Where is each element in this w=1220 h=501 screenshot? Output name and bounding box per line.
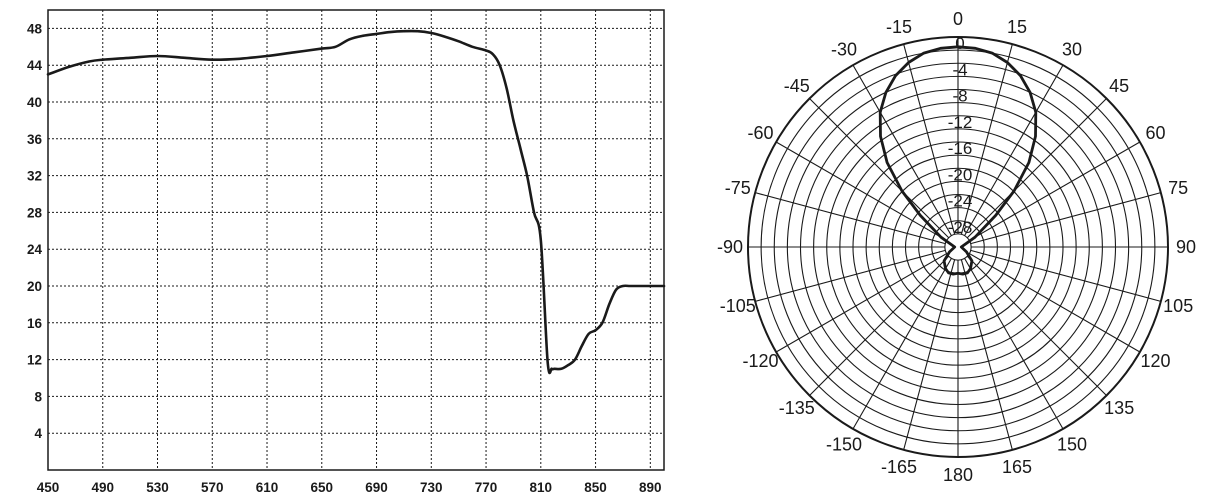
x-tick-label: 850 <box>584 480 607 495</box>
polar-ring-label: -8 <box>952 87 967 106</box>
y-tick-label: 4 <box>34 426 42 441</box>
x-tick-label: 770 <box>475 480 498 495</box>
polar-ring-label: -20 <box>948 165 973 184</box>
x-tick-label: 690 <box>365 480 388 495</box>
polar-angle-label: -165 <box>881 457 917 477</box>
y-tick-label: 44 <box>27 58 43 73</box>
polar-ring-label: -16 <box>948 139 973 158</box>
x-tick-label: 730 <box>420 480 443 495</box>
polar-ring-label: 0 <box>955 34 964 53</box>
x-tick-label: 450 <box>37 480 60 495</box>
polar-angle-label: 15 <box>1007 17 1027 37</box>
polar-angle-label: -45 <box>784 76 810 96</box>
polar-angle-label: 180 <box>943 465 973 485</box>
polar-angle-label: 90 <box>1176 237 1196 257</box>
polar-spoke <box>755 192 946 245</box>
y-tick-label: 24 <box>27 242 43 257</box>
polar-spoke <box>970 192 1161 245</box>
polar-angle-label: -105 <box>720 296 756 316</box>
polar-angle-labels: 0 153045607590105120135150165180-165-150-… <box>717 9 1196 485</box>
y-tick-label: 12 <box>27 353 42 368</box>
polar-angle-label: -30 <box>831 40 857 60</box>
y-tick-label: 32 <box>27 169 42 184</box>
polar-ring-label: -28 <box>948 218 973 237</box>
line-chart-x-ticks: 450 490 530 570 610 650 690 730 770 810 850 890 <box>37 480 662 495</box>
polar-angle-label: -90 <box>717 237 743 257</box>
polar-ring <box>944 233 972 261</box>
polar-spoke <box>970 249 1161 302</box>
polar-spoke <box>903 259 956 450</box>
polar-ring-label: -4 <box>952 60 967 79</box>
line-chart-grid <box>48 10 664 470</box>
x-tick-label: 650 <box>311 480 334 495</box>
polar-spoke <box>960 44 1013 235</box>
polar-angle-label: -135 <box>779 398 815 418</box>
polar-spoke <box>964 258 1064 430</box>
polar-angle-label: -15 <box>886 17 912 37</box>
x-tick-label: 490 <box>91 480 114 495</box>
polar-angle-label: 60 <box>1145 123 1165 143</box>
polar-spoke <box>755 249 946 302</box>
y-tick-label: 20 <box>27 279 42 294</box>
polar-angle-label: 30 <box>1062 40 1082 60</box>
polar-spoke <box>966 255 1107 396</box>
polar-angle-label: 75 <box>1168 178 1188 198</box>
polar-chart: 0 153045607590105120135150165180-165-150-… <box>717 9 1196 485</box>
polar-angle-label: 165 <box>1002 457 1032 477</box>
polar-pattern-line <box>878 45 1038 276</box>
polar-ring-label: -24 <box>948 192 973 211</box>
polar-spoke <box>960 259 1013 450</box>
polar-spoke <box>809 98 950 239</box>
polar-angle-label: 135 <box>1104 398 1134 418</box>
polar-spoke <box>903 44 956 235</box>
polar-spoke <box>969 253 1141 353</box>
polar-angle-label: 45 <box>1109 76 1129 96</box>
polar-angle-label: 150 <box>1057 435 1087 455</box>
polar-angle-label: -120 <box>742 351 778 371</box>
polar-spoke <box>852 64 952 236</box>
polar-spoke <box>966 98 1107 239</box>
polar-angle-label: -60 <box>747 123 773 143</box>
polar-ring-label: -12 <box>948 113 973 132</box>
polar-spoke <box>809 255 950 396</box>
x-tick-label: 570 <box>201 480 224 495</box>
y-tick-label: 48 <box>27 21 43 36</box>
polar-angle-label: 0 <box>953 9 963 29</box>
polar-angle-label: 105 <box>1163 296 1193 316</box>
polar-angle-label: -150 <box>826 435 862 455</box>
y-tick-label: 28 <box>27 205 43 220</box>
polar-angle-label: 120 <box>1140 351 1170 371</box>
x-tick-label: 530 <box>146 480 169 495</box>
x-tick-label: 610 <box>256 480 279 495</box>
polar-spokes <box>748 37 1168 457</box>
y-tick-label: 36 <box>27 132 43 147</box>
line-chart-series-line <box>46 29 666 375</box>
line-chart-frame <box>47 9 665 471</box>
y-tick-label: 8 <box>34 389 42 404</box>
polar-spoke <box>964 64 1064 236</box>
x-tick-label: 890 <box>639 480 662 495</box>
polar-spoke <box>775 141 947 241</box>
x-tick-label: 810 <box>530 480 553 495</box>
polar-spoke <box>969 141 1141 241</box>
polar-ring-labels: 0 -4 -8 -12 -16 -20 -24 -28 <box>948 34 973 237</box>
y-tick-label: 40 <box>27 95 42 110</box>
polar-spoke <box>852 258 952 430</box>
y-tick-label: 16 <box>27 316 43 331</box>
polar-spoke <box>775 253 947 353</box>
polar-angle-label: -75 <box>725 178 751 198</box>
